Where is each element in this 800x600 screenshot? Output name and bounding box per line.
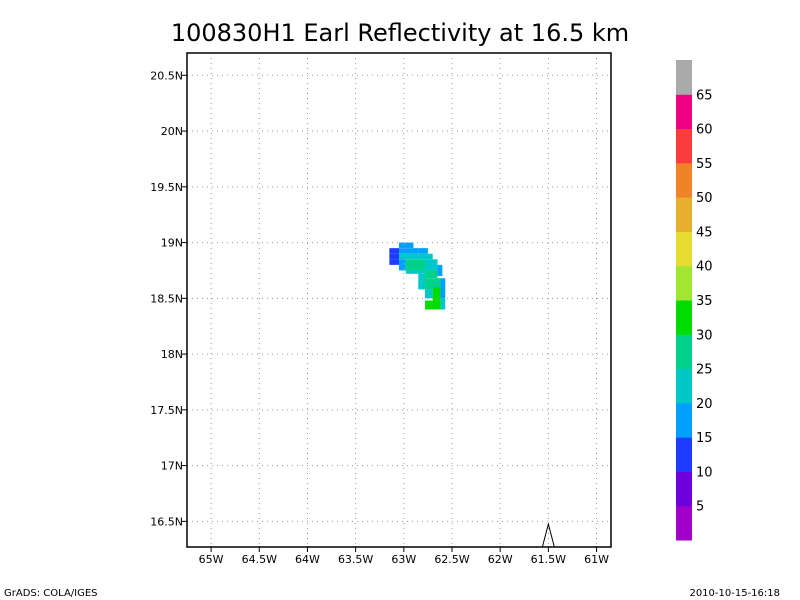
reflectivity-cell-1 <box>389 248 399 254</box>
chart-title: 100830H1 Earl Reflectivity at 16.5 km <box>171 19 629 47</box>
reflectivity-cell-10 <box>437 264 443 277</box>
colorbar-label: 40 <box>696 260 713 275</box>
colorbar-segment <box>676 402 692 438</box>
y-tick-label: 19N <box>161 237 183 250</box>
x-tick-label: 64.5W <box>242 553 277 566</box>
reflectivity-cell-18 <box>432 287 441 301</box>
reflectivity-cell-5 <box>399 253 433 260</box>
reflectivity-cell-20 <box>440 298 446 310</box>
reflectivity-cell-19 <box>425 300 441 310</box>
reflectivity-cell-11 <box>405 270 426 274</box>
colorbar-segment <box>676 265 692 301</box>
reflectivity-cell-17 <box>425 289 433 299</box>
x-tick-label: 62.5W <box>434 553 469 566</box>
reflectivity-cell-7 <box>399 259 406 271</box>
colorbar-label: 55 <box>696 157 713 172</box>
colorbar-segment <box>676 300 692 335</box>
reflectivity-cell-9 <box>425 259 438 271</box>
colorbar-label: 25 <box>696 363 713 378</box>
y-tick-label: 17N <box>161 460 183 473</box>
y-tick-labels: 16.5N 17N 17.5N 18N 18.5N 19N 19.5N 20N 20.5N <box>150 69 187 528</box>
x-tick-label: 65W <box>199 553 224 566</box>
reflectivity-cell-0 <box>399 242 414 249</box>
reflectivity-cell-13 <box>418 273 426 282</box>
colorbar-segment <box>676 94 692 130</box>
y-tick-label: 18.5N <box>150 292 183 305</box>
x-tick-label: 62W <box>488 553 513 566</box>
footer-right: 2010-10-15-16:18 <box>689 588 780 599</box>
grid-lines <box>187 53 611 547</box>
reflectivity-cell-12 <box>425 270 438 279</box>
colorbar-segment <box>676 437 692 472</box>
colorbar: 5 10 15 20 25 30 35 40 45 50 55 60 65 <box>676 60 713 541</box>
colorbar-label: 5 <box>696 500 704 515</box>
colorbar-segment <box>676 471 692 507</box>
colorbar-label: 60 <box>696 123 713 138</box>
colorbar-segment <box>676 197 692 232</box>
x-tick-label: 61W <box>584 553 609 566</box>
colorbar-label: 50 <box>696 191 713 206</box>
y-tick-label: 20N <box>161 125 183 138</box>
colorbar-segment <box>676 505 692 541</box>
reflectivity-cell-2 <box>399 248 419 254</box>
colorbar-segment <box>676 368 692 404</box>
x-tick-label: 63W <box>391 553 416 566</box>
colorbar-label: 30 <box>696 328 713 343</box>
y-tick-label: 18N <box>161 348 183 361</box>
reflectivity-cell-16 <box>440 278 446 299</box>
colorbar-label: 35 <box>696 294 713 309</box>
x-tick-label: 63.5W <box>338 553 373 566</box>
colorbar-segment <box>676 231 692 267</box>
reflectivity-cells <box>389 242 446 310</box>
y-tick-label: 20.5N <box>150 69 183 82</box>
colorbar-label: 65 <box>696 88 713 103</box>
x-tick-labels: 65W 64.5W 64W 63.5W 63W 62.5W 62W 61.5W 61W <box>199 547 609 566</box>
reflectivity-cell-4 <box>389 253 399 260</box>
y-tick-label: 17.5N <box>150 404 183 417</box>
colorbar-label: 20 <box>696 397 713 412</box>
reflectivity-cell-8 <box>405 259 426 271</box>
y-tick-label: 19.5N <box>150 181 183 194</box>
x-tick-label: 61.5W <box>531 553 566 566</box>
footer-left: GrADS: COLA/IGES <box>4 588 98 599</box>
colorbar-label: 45 <box>696 225 713 240</box>
colorbar-segment <box>676 334 692 370</box>
reflectivity-cell-6 <box>389 259 399 265</box>
colorbar-label: 10 <box>696 465 713 480</box>
colorbar-label: 15 <box>696 431 713 446</box>
y-tick-label: 16.5N <box>150 515 183 528</box>
reflectivity-cell-14 <box>418 281 426 290</box>
colorbar-segment <box>676 128 692 164</box>
x-tick-label: 64W <box>295 553 320 566</box>
colorbar-segment <box>676 60 692 95</box>
plot-frame <box>186 52 612 548</box>
reflectivity-cell-15 <box>425 278 441 290</box>
colorbar-segment <box>676 162 692 198</box>
reflectivity-cell-3 <box>418 248 428 254</box>
